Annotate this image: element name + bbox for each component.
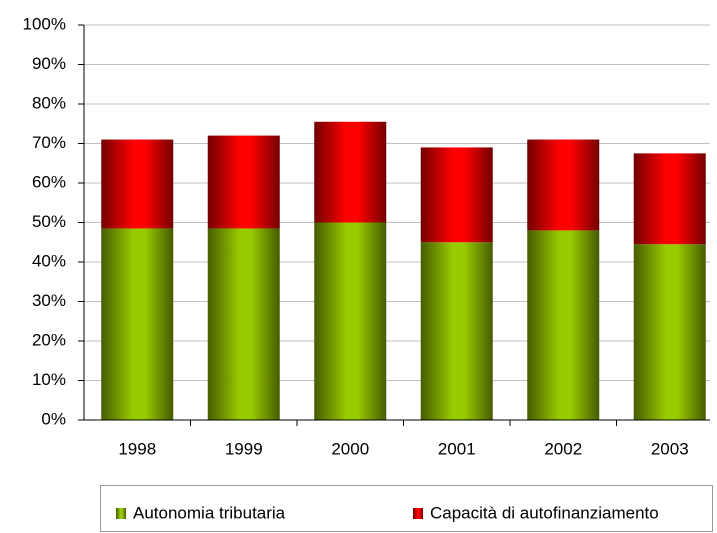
y-tick-label: 70% <box>32 133 66 152</box>
bar-segment <box>101 139 174 229</box>
legend-box <box>100 485 713 532</box>
y-tick-label: 10% <box>32 370 66 389</box>
x-tick-label: 2001 <box>438 439 476 458</box>
y-tick-label: 80% <box>32 93 66 112</box>
y-tick-label: 40% <box>32 251 66 270</box>
bar-segment <box>207 135 280 229</box>
x-tick-label: 1998 <box>118 439 156 458</box>
y-tick-label: 20% <box>32 330 66 349</box>
legend-label: Capacità di autofinanziamento <box>430 503 659 522</box>
y-tick-label: 90% <box>32 54 66 73</box>
y-tick-label: 60% <box>32 172 66 191</box>
bar-segment <box>420 147 493 243</box>
y-tick-label: 0% <box>41 409 66 428</box>
bar-segment <box>314 222 387 420</box>
x-tick-label: 2003 <box>651 439 689 458</box>
bar-segment <box>207 228 280 420</box>
y-tick-label: 100% <box>23 14 66 33</box>
legend-marker <box>116 508 126 519</box>
x-tick-label: 2002 <box>544 439 582 458</box>
bar-segment <box>633 153 706 245</box>
x-tick-label: 1999 <box>225 439 263 458</box>
bar-segment <box>420 242 493 420</box>
bar-segment <box>314 121 387 223</box>
y-tick-label: 50% <box>32 212 66 231</box>
legend-label: Autonomia tributaria <box>133 503 286 522</box>
bar-segment <box>633 244 706 420</box>
x-tick-label: 2000 <box>331 439 369 458</box>
bar-segment <box>527 139 600 231</box>
bar-segment <box>101 228 174 420</box>
legend-marker <box>413 508 423 519</box>
bar-segment <box>527 230 600 420</box>
y-tick-label: 30% <box>32 291 66 310</box>
